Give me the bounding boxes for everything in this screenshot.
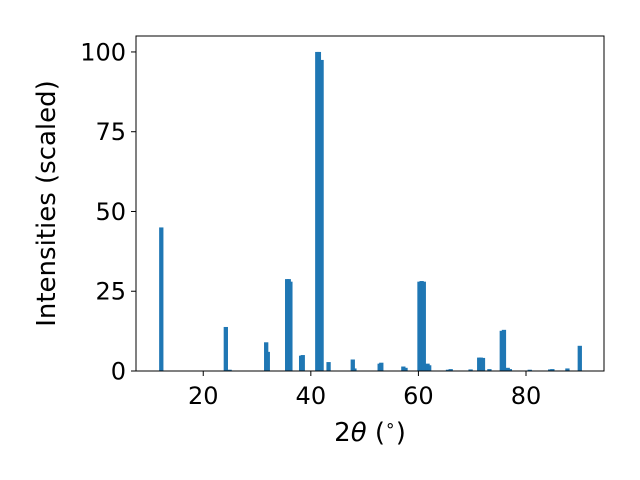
y-tick-label: 0 (111, 358, 126, 386)
bar (427, 365, 432, 371)
bar (507, 369, 513, 371)
y-axis-ticks: 0 25 50 75 100 (80, 38, 136, 386)
bar (550, 369, 555, 371)
bar-series (159, 51, 582, 372)
bar (548, 369, 553, 371)
bar (448, 369, 453, 371)
bar (319, 59, 324, 372)
bar (379, 362, 384, 371)
bar (159, 227, 164, 371)
plot-frame (135, 35, 605, 372)
bar (300, 355, 305, 371)
bar (577, 345, 582, 371)
x-axis-label-degree: ∘ (385, 416, 396, 436)
bar (419, 281, 424, 371)
x-axis-label: 2θ (∘) (334, 416, 406, 448)
bar (352, 368, 357, 371)
bar (227, 369, 232, 371)
y-tick-label: 25 (95, 278, 126, 306)
y-tick-label: 50 (95, 198, 126, 226)
bar (565, 368, 570, 371)
bar (480, 357, 486, 371)
bar (501, 329, 507, 371)
x-tick-label: 60 (403, 382, 434, 410)
bar (223, 326, 228, 371)
y-tick-label: 100 (80, 38, 126, 66)
x-axis-ticks: 20 40 60 80 (188, 371, 541, 410)
x-axis-label-prefix: 2 (334, 418, 351, 448)
x-axis-label-theta: θ (351, 418, 367, 448)
bar (265, 351, 270, 371)
y-axis-label: Intensities (scaled) (32, 80, 62, 327)
bar (421, 281, 426, 371)
bar (316, 51, 322, 371)
y-tick-label: 75 (95, 118, 126, 146)
x-axis-label-open: ( (367, 418, 385, 448)
bar (288, 281, 293, 371)
x-axis-label-close: ) (396, 418, 406, 448)
x-tick-label: 80 (511, 382, 542, 410)
bar (527, 369, 532, 371)
bar (350, 359, 355, 371)
bar (487, 369, 492, 371)
bar (326, 362, 331, 371)
bar (468, 369, 473, 371)
x-tick-label: 20 (188, 382, 219, 410)
bar (403, 367, 408, 371)
x-tick-label: 40 (296, 382, 327, 410)
bar (445, 369, 451, 371)
